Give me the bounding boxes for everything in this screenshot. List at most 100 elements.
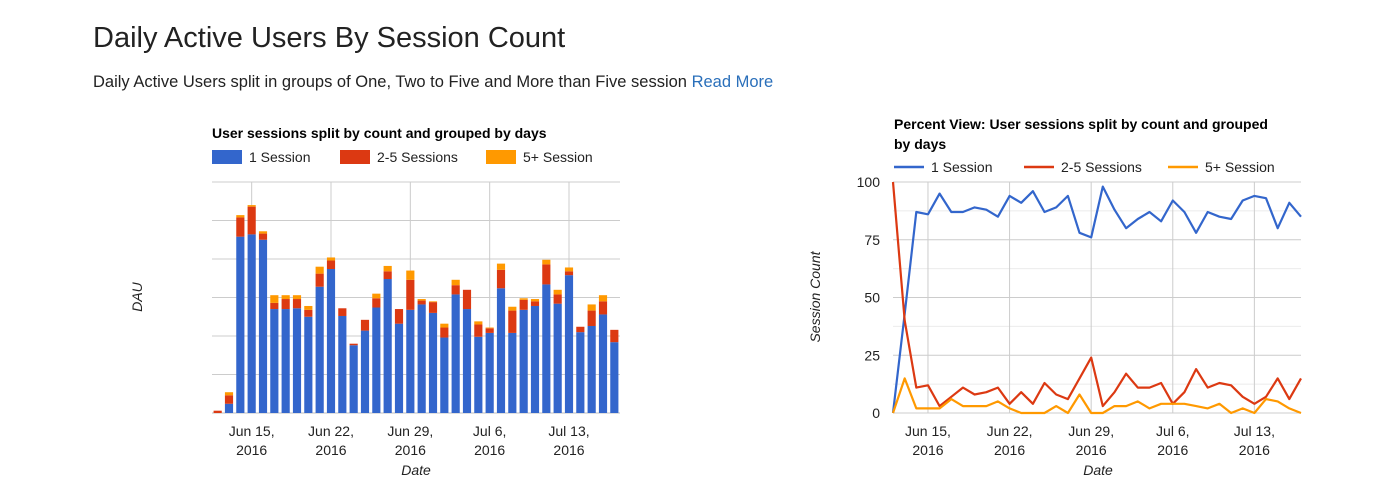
bar-chart-title: User sessions split by count and grouped… — [212, 125, 547, 141]
bar-segment-two-five — [349, 343, 358, 346]
line-x-tick-label: 2016 — [1157, 442, 1188, 458]
bar-segment-two-five — [338, 308, 347, 316]
bar-segment-one — [610, 342, 619, 413]
bar-segment-one — [598, 314, 608, 413]
bar-segment-one — [474, 336, 483, 413]
bar-y-axis-title: DAU — [129, 281, 145, 311]
line-x-tick-label: 2016 — [912, 442, 943, 458]
bar-segment-one — [281, 309, 290, 413]
line-x-tick-label: Jul 6, — [1156, 423, 1189, 439]
bar-segment-one — [553, 303, 562, 413]
line-chart-title: Percent View: User sessions split by cou… — [894, 116, 1268, 132]
bar-x-axis-title: Date — [401, 462, 431, 478]
page-subtitle-text: Daily Active Users split in groups of On… — [93, 73, 687, 91]
bar-legend-label-2: 2-5 Sessions — [377, 149, 458, 165]
bar-segment-five-plus — [247, 205, 256, 207]
bar-segment-five-plus — [508, 306, 517, 311]
line-y-tick-label: 25 — [864, 347, 880, 363]
bar-legend-swatch-1 — [212, 150, 242, 164]
line-y-tick-label: 75 — [864, 232, 880, 248]
bar-segment-two-five — [383, 271, 392, 280]
bar-segment-five-plus — [598, 295, 608, 302]
bar-segment-one — [383, 279, 392, 413]
bar-segment-two-five — [530, 301, 540, 306]
bar-segment-one — [315, 286, 324, 413]
bar-segment-one — [247, 234, 256, 413]
bar-segment-one — [508, 332, 517, 413]
line-legend-label-2: 2-5 Sessions — [1061, 159, 1142, 175]
bar-segment-five-plus — [564, 267, 574, 272]
line-chart-title: by days — [894, 136, 946, 152]
bar-segment-one — [451, 294, 460, 413]
bar-segment-two-five — [451, 285, 460, 295]
bar-segment-two-five — [292, 299, 302, 309]
bar-x-tick-label: Jul 6, — [473, 423, 506, 439]
bar-segment-one — [462, 309, 472, 413]
bar-segment-five-plus — [270, 295, 279, 303]
bar-segment-one — [360, 330, 370, 413]
bar-segment-one — [338, 315, 347, 413]
bar-segment-two-five — [406, 279, 415, 310]
line-x-tick-label: Jun 29, — [1068, 423, 1114, 439]
bar-segment-five-plus — [406, 270, 415, 280]
line-series-two-five — [891, 181, 1302, 408]
bar-segment-two-five — [587, 310, 596, 326]
line-x-tick-label: Jun 22, — [987, 423, 1033, 439]
bar-segment-two-five — [598, 301, 608, 315]
bar-segment-five-plus — [315, 266, 324, 274]
bar-x-tick-label: 2016 — [236, 442, 267, 458]
line-x-tick-label: 2016 — [994, 442, 1025, 458]
page-title: Daily Active Users By Session Count — [93, 22, 566, 54]
bar-segment-five-plus — [372, 293, 381, 299]
bar-segment-one — [292, 308, 302, 413]
bar-segment-five-plus — [496, 263, 506, 270]
bar-segment-five-plus — [587, 304, 596, 311]
bar-x-tick-label: 2016 — [474, 442, 505, 458]
bar-segment-two-five — [485, 328, 494, 333]
bar-segment-two-five — [315, 273, 324, 287]
bar-segment-one — [394, 323, 404, 413]
bar-segment-two-five — [440, 327, 449, 338]
bar-segment-five-plus — [258, 231, 268, 234]
bar-segment-one — [270, 309, 279, 413]
bar-segment-one — [496, 288, 506, 413]
bar-segment-five-plus — [440, 323, 449, 328]
bar-segment-five-plus — [519, 298, 528, 300]
bar-segment-five-plus — [417, 299, 426, 301]
bar-x-tick-label: Jun 15, — [229, 423, 275, 439]
bar-segment-five-plus — [530, 299, 540, 302]
bar-segment-five-plus — [474, 321, 483, 325]
bar-segment-one — [485, 332, 494, 413]
bar-segment-one — [417, 304, 426, 413]
bar-segment-one — [349, 345, 358, 413]
bar-segment-two-five — [610, 329, 619, 343]
bar-segment-two-five — [564, 271, 574, 276]
bar-segment-five-plus — [542, 259, 551, 265]
bar-segment-two-five — [213, 410, 222, 413]
bar-segment-two-five — [474, 324, 483, 337]
bar-segment-two-five — [553, 294, 562, 304]
bar-segment-two-five — [519, 299, 528, 310]
bar-legend-swatch-3 — [486, 150, 516, 164]
bar-segment-one — [542, 284, 551, 413]
bar-segment-one — [440, 337, 449, 413]
bar-segment-two-five — [462, 289, 472, 310]
bar-segment-one — [258, 239, 268, 413]
bar-segment-five-plus — [383, 265, 392, 272]
line-y-axis-title: Session Count — [807, 250, 823, 342]
bar-legend-label-3: 5+ Session — [523, 149, 593, 165]
bar-segment-five-plus — [553, 289, 562, 295]
line-series-one — [891, 185, 1302, 414]
bar-segment-two-five — [236, 217, 245, 237]
bar-segment-five-plus — [281, 295, 290, 300]
bar-segment-one — [406, 309, 415, 413]
bar-segment-two-five — [428, 302, 438, 313]
line-x-axis-title: Date — [1083, 462, 1113, 478]
bar-legend-swatch-2 — [340, 150, 370, 164]
line-x-tick-label: 2016 — [1076, 442, 1107, 458]
line-legend-label-3: 5+ Session — [1205, 159, 1275, 175]
bar-segment-one — [372, 307, 381, 413]
read-more-link[interactable]: Read More — [691, 73, 774, 91]
bar-segment-one — [587, 325, 596, 413]
